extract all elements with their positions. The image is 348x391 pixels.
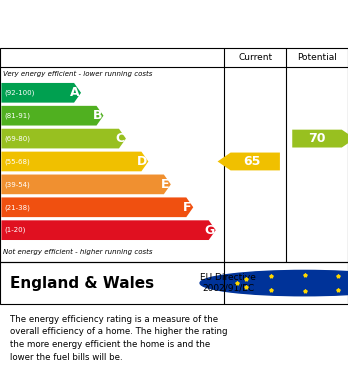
Text: 70: 70 <box>308 132 326 145</box>
Text: D: D <box>137 155 147 168</box>
Polygon shape <box>1 106 103 126</box>
Polygon shape <box>218 152 280 170</box>
Text: 65: 65 <box>244 155 261 168</box>
Polygon shape <box>1 220 216 240</box>
Text: E: E <box>161 178 169 191</box>
Text: (69-80): (69-80) <box>4 135 30 142</box>
Text: G: G <box>204 224 214 237</box>
Circle shape <box>200 271 348 296</box>
Text: EU Directive
2002/91/EC: EU Directive 2002/91/EC <box>200 273 256 293</box>
Text: B: B <box>93 109 102 122</box>
Text: (1-20): (1-20) <box>4 227 25 233</box>
Text: Very energy efficient - lower running costs: Very energy efficient - lower running co… <box>3 71 153 77</box>
Polygon shape <box>1 152 148 171</box>
Text: A: A <box>70 86 80 99</box>
Text: (92-100): (92-100) <box>4 90 34 96</box>
Polygon shape <box>1 174 171 194</box>
Polygon shape <box>1 197 193 217</box>
Polygon shape <box>1 83 81 102</box>
Text: (39-54): (39-54) <box>4 181 30 188</box>
Text: Potential: Potential <box>297 53 337 62</box>
Text: Not energy efficient - higher running costs: Not energy efficient - higher running co… <box>3 249 153 255</box>
Polygon shape <box>292 130 348 147</box>
Text: F: F <box>183 201 192 214</box>
Polygon shape <box>1 129 126 149</box>
Text: England & Wales: England & Wales <box>10 276 155 291</box>
Text: C: C <box>116 132 125 145</box>
Text: (55-68): (55-68) <box>4 158 30 165</box>
Text: Energy Efficiency Rating: Energy Efficiency Rating <box>63 16 285 31</box>
Text: The energy efficiency rating is a measure of the
overall efficiency of a home. T: The energy efficiency rating is a measur… <box>10 315 228 362</box>
Text: Current: Current <box>238 53 272 62</box>
Text: (21-38): (21-38) <box>4 204 30 210</box>
Text: (81-91): (81-91) <box>4 113 30 119</box>
